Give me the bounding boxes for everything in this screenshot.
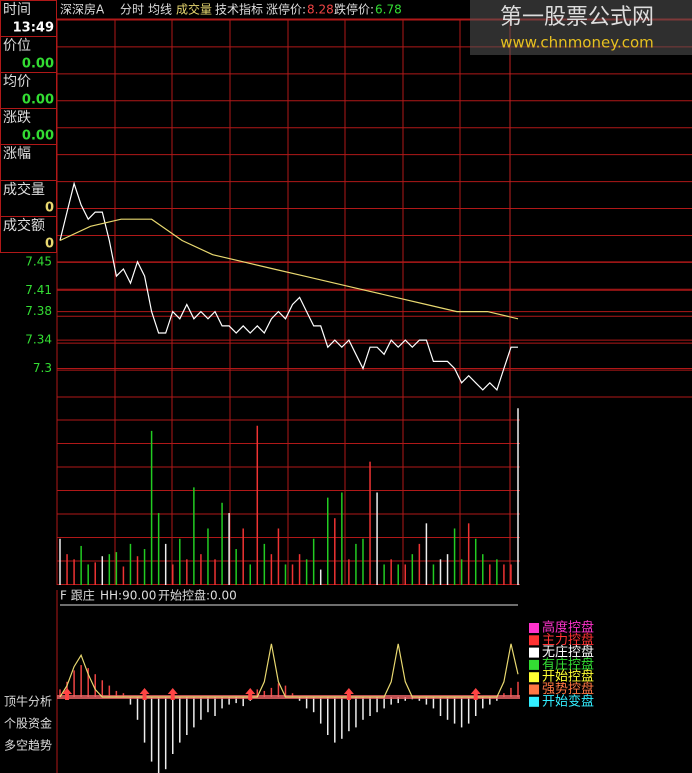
side-button[interactable]: 多空趋势 <box>4 739 52 753</box>
toolbar-item[interactable]: 技术指标 <box>215 2 263 17</box>
y-tick-label: 7.41 <box>25 283 52 297</box>
info-value: 0.00 <box>22 129 54 144</box>
info-value: 13:49 <box>13 21 54 36</box>
legend-swatch <box>529 659 539 670</box>
legend-swatch <box>529 635 539 646</box>
legend-label: 开始变盘 <box>542 693 594 709</box>
toolbar-item[interactable]: 分时 <box>120 3 144 17</box>
info-label: 价位 <box>3 38 31 54</box>
side-button[interactable]: 个股资金 <box>4 716 52 731</box>
info-label: 时间 <box>3 2 31 18</box>
info-value: 0.00 <box>22 57 54 72</box>
toolbar-item[interactable]: 均线 <box>148 3 172 17</box>
indicator-start: 开始控盘:0.00 <box>158 588 237 603</box>
signal-arrow <box>167 688 178 700</box>
legend-swatch <box>529 647 539 658</box>
info-value: 0.00 <box>22 93 54 108</box>
stock-name[interactable]: 深深房A <box>60 2 105 17</box>
price-line <box>59 181 518 392</box>
y-tick-label: 7.34 <box>25 333 52 347</box>
signal-arrow <box>139 688 150 700</box>
legend-swatch <box>529 684 539 695</box>
info-label: 成交量 <box>3 181 45 198</box>
signal-arrow <box>343 688 354 700</box>
info-label: 均价 <box>3 74 31 90</box>
info-label: 涨幅 <box>3 146 31 162</box>
indicator-title: F 跟庄 <box>60 588 95 603</box>
limit-down-label: 跌停价: <box>334 2 374 17</box>
legend-swatch <box>529 623 539 633</box>
legend-label: 强势控盘 <box>542 681 594 697</box>
info-panel <box>0 0 57 253</box>
signal-arrow <box>62 688 73 700</box>
side-button[interactable]: 顶牛分析 <box>4 694 52 709</box>
watermark-title: 第一股票公式网 <box>500 5 654 30</box>
y-tick-label: 7.3 <box>33 361 52 375</box>
legend-label: 无庄控盘 <box>542 644 594 660</box>
info-value: 0 <box>45 201 54 216</box>
legend-label: 主力控盘 <box>542 632 594 648</box>
y-tick-label: 7.45 <box>25 254 52 268</box>
signal-arrow <box>245 688 256 700</box>
toolbar-item[interactable]: 成交量 <box>176 2 212 17</box>
info-label: 涨跌 <box>3 110 31 126</box>
legend-swatch <box>529 696 539 707</box>
y-tick-label: 7.38 <box>25 304 52 318</box>
legend-swatch <box>529 672 539 683</box>
signal-arrow <box>470 688 481 700</box>
indicator-hh: HH:90.00 <box>100 589 156 603</box>
limit-down-value: 6.78 <box>375 3 402 17</box>
watermark-url: www.chnmoney.com <box>500 34 654 52</box>
legend-label: 高度控盘 <box>542 620 594 636</box>
info-value: 0 <box>45 237 54 252</box>
limit-up-label: 涨停价: <box>266 2 306 17</box>
indicator-line <box>59 643 519 698</box>
limit-up-value: 8.28 <box>307 3 334 17</box>
price-line <box>59 218 519 320</box>
info-label: 成交额 <box>3 217 45 234</box>
watermark-box <box>470 0 692 55</box>
legend-label: 有庄控盘 <box>542 656 594 672</box>
legend-label: 开始控盘 <box>542 669 594 685</box>
